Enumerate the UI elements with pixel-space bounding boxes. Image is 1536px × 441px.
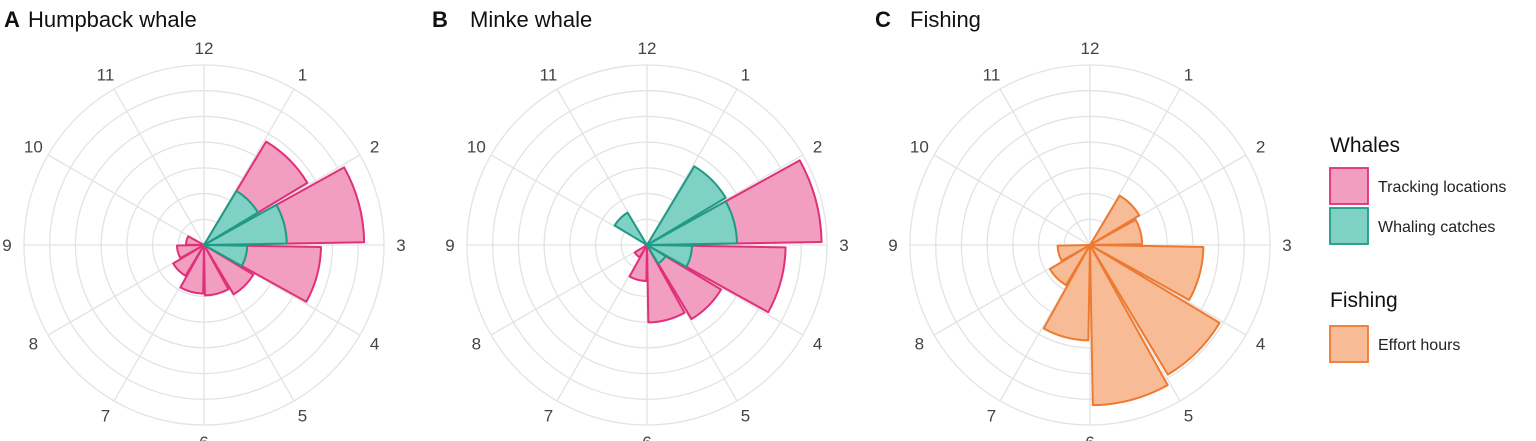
polar-bars: [1042, 194, 1221, 407]
grid-spoke: [47, 154, 205, 246]
hour-label-8: 8: [29, 335, 38, 354]
bar-effort-hour-1: [1089, 194, 1141, 246]
bar-catches-hour-2: [646, 200, 738, 246]
bar-catches-hour-10: [613, 211, 648, 246]
hour-label-4: 4: [813, 335, 822, 354]
bar-catches-hour-1: [203, 190, 259, 246]
panel-title-humpback: Humpback whale: [28, 7, 197, 32]
hour-label-5: 5: [741, 407, 750, 426]
panel-letter-a: A: [4, 7, 20, 32]
hour-label-4: 4: [370, 335, 379, 354]
hour-labels: 121234567891011: [445, 39, 848, 441]
grid-spoke: [490, 244, 648, 336]
hour-label-12: 12: [638, 39, 657, 58]
bar-catches-hour-1: [646, 165, 727, 246]
bar-effort-hour-4: [1089, 244, 1221, 376]
bar-effort-hour-7: [1048, 244, 1091, 287]
hour-labels: 121234567891011: [888, 39, 1291, 441]
panel-title-fishing: Fishing: [910, 7, 981, 32]
bar-tracking-hour-7: [172, 244, 205, 277]
hour-label-10: 10: [467, 138, 486, 157]
hour-label-3: 3: [1282, 236, 1291, 255]
panel-title-minke: Minke whale: [470, 7, 592, 32]
polar-grid: [909, 64, 1271, 426]
bar-tracking-hour-5: [203, 244, 230, 297]
hour-label-10: 10: [910, 138, 929, 157]
bar-effort-hour-5: [1089, 244, 1169, 407]
hour-labels: 121234567891011: [2, 39, 405, 441]
minke-panel: B Minke whale 121234567891011: [432, 7, 849, 441]
hour-label-11: 11: [983, 65, 1001, 84]
legend-label-effort: Effort hours: [1378, 337, 1460, 354]
hour-label-1: 1: [298, 65, 307, 84]
grid-spoke: [113, 88, 205, 246]
bar-tracking-hour-7: [633, 244, 648, 259]
hour-label-2: 2: [1256, 138, 1265, 157]
bar-tracking-hour-6: [179, 244, 205, 295]
hour-label-9: 9: [2, 236, 11, 255]
hour-label-3: 3: [839, 236, 848, 255]
hour-label-7: 7: [101, 407, 110, 426]
legend-label-tracking: Tracking locations: [1378, 179, 1506, 196]
hour-label-6: 6: [642, 433, 651, 441]
hour-label-2: 2: [370, 138, 379, 157]
legend-label-catches: Whaling catches: [1378, 219, 1495, 236]
bar-catches-hour-3: [203, 244, 249, 267]
bar-effort-hour-6: [1042, 244, 1091, 342]
legend-title-fishing: Fishing: [1330, 289, 1398, 312]
hour-label-9: 9: [888, 236, 897, 255]
legend-title-whales: Whales: [1330, 134, 1400, 157]
polar-bars: [613, 159, 823, 324]
humpback-panel: A Humpback whale 121234567891011: [2, 7, 405, 441]
hour-label-3: 3: [396, 236, 405, 255]
hour-label-1: 1: [1184, 65, 1193, 84]
hour-label-6: 6: [1085, 433, 1094, 441]
legend-swatch-tracking: [1329, 167, 1369, 205]
hour-label-6: 6: [199, 433, 208, 441]
legend-swatch-catches: [1329, 207, 1369, 245]
grid-spoke: [999, 88, 1091, 246]
bar-effort-hour-8: [1056, 244, 1091, 262]
hour-label-5: 5: [298, 407, 307, 426]
bar-tracking-hour-4: [203, 244, 255, 296]
hour-label-9: 9: [445, 236, 454, 255]
hour-label-2: 2: [813, 138, 822, 157]
panel-letter-c: C: [875, 7, 891, 32]
legend-swatch-effort: [1329, 325, 1369, 363]
bar-effort-hour-2: [1089, 218, 1144, 246]
bar-catches-hour-4: [646, 244, 667, 265]
hour-label-11: 11: [540, 65, 558, 84]
hour-label-11: 11: [97, 65, 115, 84]
hour-label-8: 8: [472, 335, 481, 354]
bar-tracking-hour-9: [185, 235, 205, 246]
bar-tracking-hour-4: [646, 244, 723, 321]
bar-tracking-hour-8: [176, 244, 205, 260]
bar-catches-hour-2: [203, 203, 288, 246]
hour-label-7: 7: [987, 407, 996, 426]
hour-label-1: 1: [741, 65, 750, 84]
hour-label-5: 5: [1184, 407, 1193, 426]
hour-label-10: 10: [24, 138, 43, 157]
fishing-panel: C Fishing 121234567891011: [875, 7, 1292, 441]
hour-label-8: 8: [915, 335, 924, 354]
bar-catches-hour-3: [646, 244, 693, 268]
panel-letter-b: B: [432, 7, 448, 32]
legend: Whales Tracking locations Whaling catche…: [1329, 134, 1506, 363]
hour-label-12: 12: [1081, 39, 1100, 58]
bar-effort-hour-3: [1089, 244, 1205, 301]
hour-label-7: 7: [544, 407, 553, 426]
hour-label-4: 4: [1256, 335, 1265, 354]
bar-tracking-hour-5: [646, 244, 686, 324]
hour-label-12: 12: [195, 39, 214, 58]
polar-bars: [172, 140, 366, 303]
grid-spoke: [933, 154, 1091, 246]
